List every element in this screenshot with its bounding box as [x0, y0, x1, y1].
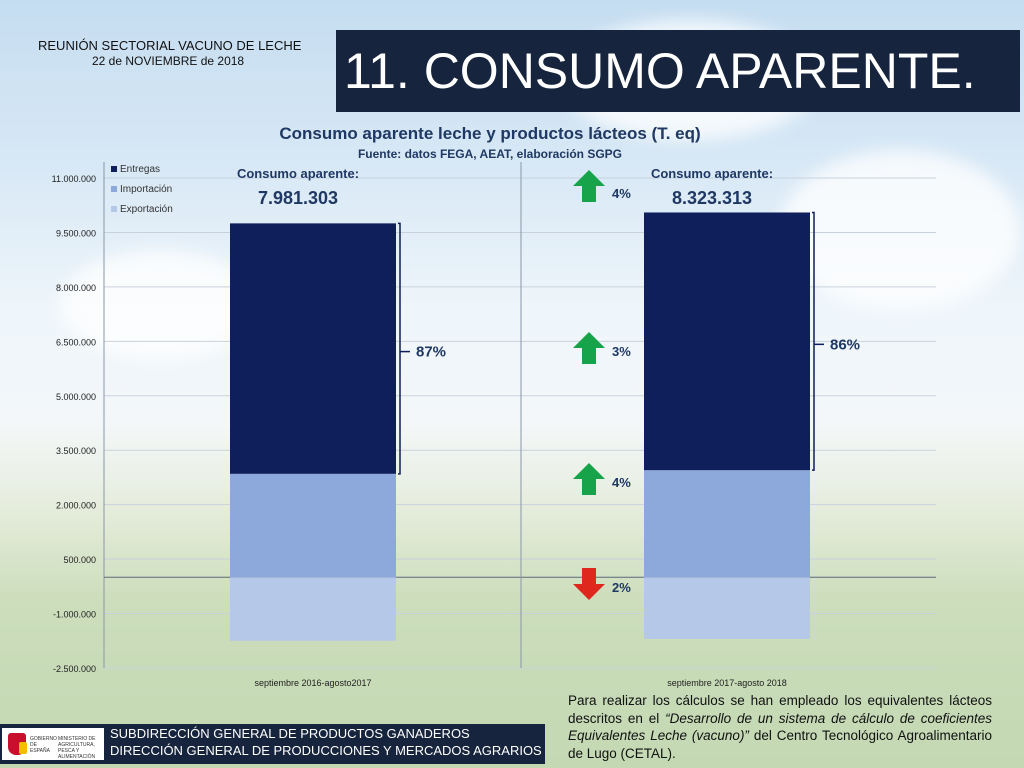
footer-line-1: SUBDIRECCIÓN GENERAL DE PRODUCTOS GANADE… [110, 726, 470, 741]
change-label-1: 3% [612, 344, 631, 359]
ministry-logo: GOBIERNO DE ESPAÑA MINISTERIO DE AGRICUL… [2, 728, 104, 760]
share-bracket-1 [812, 211, 815, 471]
chart-title: Consumo aparente leche y productos lácte… [279, 124, 700, 143]
event-date: 22 de NOVIEMBRE de 2018 [92, 54, 245, 68]
coat-of-arms-icon [8, 733, 27, 755]
legend-swatch-2 [111, 206, 117, 212]
y-tick-label: 9.500.000 [56, 228, 96, 238]
arrow-down-icon-3 [573, 568, 605, 600]
x-tick-label-0: septiembre 2016-agosto2017 [254, 678, 371, 688]
bar-importacion-1 [644, 470, 810, 578]
y-tick-label: -2.500.000 [53, 664, 96, 674]
legend-label-1: Importación [120, 184, 172, 195]
logo-text-gobierno: GOBIERNO DE ESPAÑA [30, 736, 57, 754]
consumo-value-1: 8.323.313 [672, 188, 752, 208]
y-tick-label: 3.500.000 [56, 446, 96, 456]
bar-exportacion-0 [230, 577, 396, 641]
arrow-up-icon-2 [573, 463, 605, 495]
arrow-up-icon-0 [573, 170, 605, 202]
share-bracket-0 [398, 222, 401, 475]
consumo-label-0: Consumo aparente: [237, 166, 359, 181]
y-tick-label: 500.000 [63, 555, 96, 565]
note-text-c: del Centro Tecnológico Agroalimentario d… [568, 728, 992, 761]
change-label-2: 4% [612, 475, 631, 490]
chart-subtitle: Fuente: datos FEGA, AEAT, elaboración SG… [358, 147, 622, 161]
bar-exportacion-1 [644, 577, 810, 639]
event-title: REUNIÓN SECTORIAL VACUNO DE LECHE [38, 38, 302, 53]
share-label-1: 86% [830, 336, 860, 353]
consumo-value-0: 7.981.303 [258, 188, 338, 208]
y-tick-label: 8.000.000 [56, 283, 96, 293]
legend-label-2: Exportación [120, 204, 173, 215]
bar-entregas-0 [230, 223, 396, 474]
bar-importacion-0 [230, 473, 396, 578]
legend-swatch-0 [111, 166, 117, 172]
y-tick-label: 5.000.000 [56, 392, 96, 402]
arrow-up-icon-1 [573, 332, 605, 364]
y-tick-label: -1.000.000 [53, 610, 96, 620]
y-tick-label: 11.000.000 [52, 174, 96, 184]
consumo-label-1: Consumo aparente: [651, 166, 773, 181]
footer-bar: GOBIERNO DE ESPAÑA MINISTERIO DE AGRICUL… [0, 724, 545, 764]
change-label-3: 2% [612, 580, 631, 595]
note-reference: “Desarrollo de un sistema de cálculo de … [568, 710, 992, 744]
share-label-0: 87% [416, 344, 446, 361]
slide-title-box: 11. CONSUMO APARENTE. [336, 30, 1020, 112]
note-text-a: Para realizar los cálculos se han emplea… [568, 693, 992, 726]
legend-label-0: Entregas [120, 164, 160, 175]
methodology-note: Para realizar los cálculos se han emplea… [568, 692, 992, 762]
logo-text-ministerio: MINISTERIO DE AGRICULTURA, PESCA Y ALIME… [58, 736, 96, 760]
x-tick-label-1: septiembre 2017-agosto 2018 [667, 678, 787, 688]
slide-title: 11. CONSUMO APARENTE. [344, 43, 976, 99]
change-label-0: 4% [612, 186, 631, 201]
y-tick-label: 2.000.000 [56, 501, 96, 511]
bar-entregas-1 [644, 212, 810, 471]
legend-swatch-1 [111, 186, 117, 192]
footer-line-2: DIRECCIÓN GENERAL DE PRODUCCIONES Y MERC… [110, 743, 542, 758]
y-tick-label: 6.500.000 [56, 337, 96, 347]
